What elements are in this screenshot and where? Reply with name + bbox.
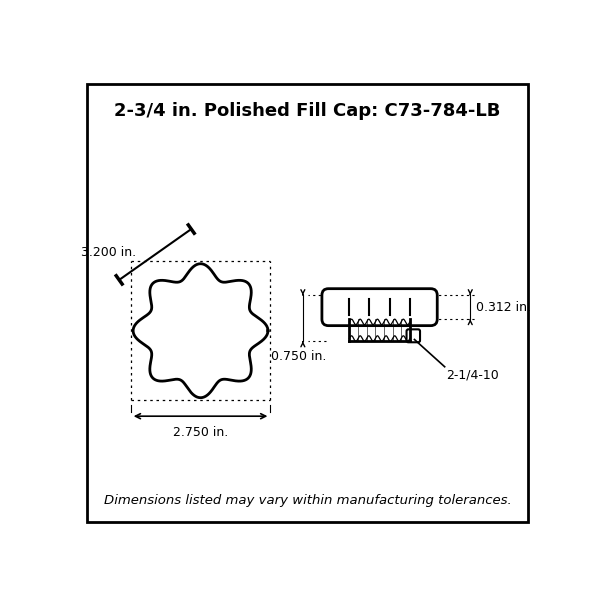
Text: 2-1/4-10: 2-1/4-10 — [446, 368, 499, 381]
Text: 0.312 in.: 0.312 in. — [476, 301, 531, 314]
FancyBboxPatch shape — [322, 289, 437, 326]
Text: 2-3/4 in. Polished Fill Cap: C73-784-LB: 2-3/4 in. Polished Fill Cap: C73-784-LB — [115, 102, 500, 120]
Text: 0.750 in.: 0.750 in. — [271, 350, 326, 362]
FancyBboxPatch shape — [407, 329, 420, 342]
Text: Dimensions listed may vary within manufacturing tolerances.: Dimensions listed may vary within manufa… — [104, 494, 511, 507]
Text: 2.750 in.: 2.750 in. — [173, 427, 228, 439]
Text: 3.200 in.: 3.200 in. — [82, 245, 137, 259]
